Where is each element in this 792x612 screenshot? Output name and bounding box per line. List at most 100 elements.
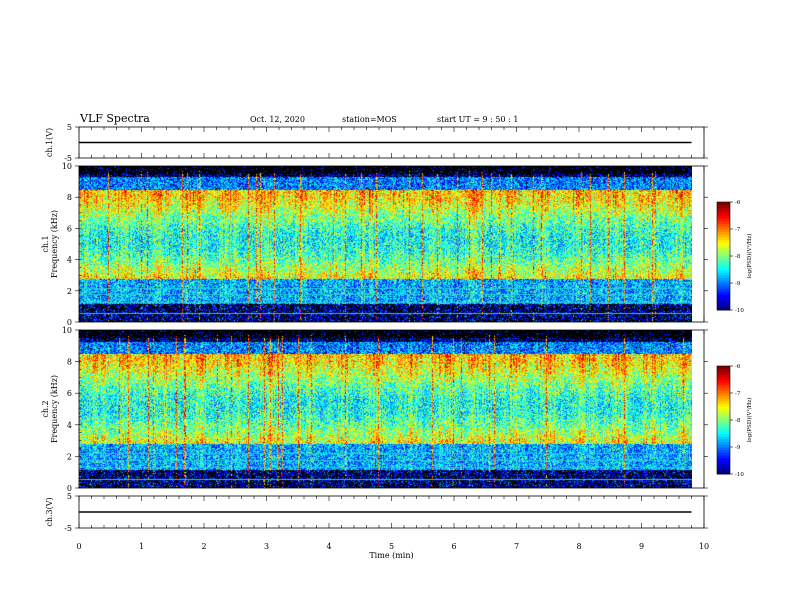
colorbar-segment (717, 269, 730, 273)
y-axis-label: ch.3(V) (45, 497, 54, 526)
y-tick-label: 5 (67, 123, 72, 132)
colorbar-segment (717, 430, 730, 434)
colorbar-segment (717, 382, 730, 386)
colorbar-segment (717, 242, 730, 246)
colorbar-segment (717, 455, 730, 459)
colorbar-segment (717, 283, 730, 287)
colorbar-segment (717, 457, 730, 461)
colorbar-segment (717, 210, 730, 214)
time-axis: 0 1 2 3 4 5 6 7 8 9 10 Time (min) (76, 542, 709, 560)
colorbar-segment (717, 395, 730, 399)
colorbar-segment (717, 411, 730, 416)
colorbar-segment (717, 231, 730, 235)
x-tick-label: 3 (264, 542, 269, 551)
colorbar-segment (717, 202, 730, 206)
y-tick-label: 8 (67, 358, 72, 367)
colorbar-segment (717, 471, 730, 475)
y-axis-label: Frequency (kHz) (50, 210, 59, 278)
colorbar-segment (717, 207, 730, 211)
y-tick-label: 6 (67, 389, 72, 398)
colorbar-segment (717, 212, 730, 216)
colorbar-segment (717, 390, 730, 394)
x-tick-label: 2 (201, 542, 206, 551)
header-date: Oct. 12, 2020 (250, 115, 305, 124)
colorbar-tick-label: -8 (735, 418, 741, 424)
colorbar-segment (717, 301, 730, 306)
colorbar-segment (717, 237, 730, 241)
y-tick-label: 4 (67, 421, 72, 430)
spectrogram-ch1-panel: 0 2 4 6 8 10 ch.1 Frequency (kHz) (41, 162, 708, 327)
colorbar-segment (717, 414, 730, 418)
colorbar-segment (717, 465, 730, 470)
colorbar-segment (717, 379, 730, 383)
header-station: station=MOS (342, 115, 397, 124)
y-tick-label: 8 (67, 193, 72, 202)
colorbar-segment (717, 229, 730, 233)
x-tick-label: 9 (639, 542, 644, 551)
colorbar-segment (717, 258, 730, 262)
colorbar-segment (717, 226, 730, 230)
colorbar-ch2: -6 -7 -8 -9 -10 log(PSD)(V²/Hz) (716, 364, 753, 478)
colorbar-ch1: -6 -7 -8 -9 -10 log(PSD)(V²/Hz) (716, 200, 753, 314)
colorbar-segment (717, 384, 730, 389)
colorbar-tick-label: -8 (735, 254, 741, 260)
header-start-time: start UT = 9 : 50 : 1 (437, 115, 518, 124)
colorbar-segment (717, 266, 730, 270)
colorbar-segment (717, 398, 730, 402)
colorbar-segment (717, 393, 730, 397)
colorbar-tick-label: -10 (735, 472, 744, 478)
colorbar-segment (717, 452, 730, 456)
colorbar-segment (717, 264, 730, 268)
colorbar-segment (717, 250, 730, 254)
x-tick-label: 8 (576, 542, 581, 551)
colorbar-segment (717, 274, 730, 279)
colorbar-segment (717, 463, 730, 467)
colorbar-segment (717, 220, 730, 225)
y-tick-label: 0 (67, 318, 72, 327)
colorbar-segment (717, 460, 730, 464)
colorbar-tick-label: -7 (735, 227, 741, 233)
colorbar-segment (717, 409, 730, 413)
colorbar-segment (717, 272, 730, 276)
y-axis-label: ch.1 (41, 235, 50, 252)
x-tick-label: 7 (514, 542, 519, 551)
colorbar-segment (717, 425, 730, 429)
y-axis-label: Frequency (kHz) (50, 375, 59, 443)
colorbar-segment (717, 368, 730, 372)
colorbar-label: log(PSD)(V²/Hz) (746, 398, 753, 443)
colorbar-segment (717, 403, 730, 407)
colorbar-tick-label: -10 (735, 308, 744, 314)
colorbar-segment (717, 296, 730, 300)
x-axis-label: Time (min) (369, 551, 413, 560)
colorbar-segment (717, 280, 730, 284)
colorbar-segment (717, 428, 730, 432)
colorbar-segment (717, 374, 730, 378)
x-tick-label: 0 (76, 542, 81, 551)
colorbar-segment (717, 449, 730, 453)
colorbar-segment (717, 288, 730, 292)
colorbar-segment (717, 256, 730, 260)
colorbar-tick-label: -6 (735, 364, 741, 370)
y-tick-label: 10 (62, 162, 72, 171)
colorbar-segment (717, 401, 730, 405)
colorbar-tick-label: -9 (735, 445, 741, 451)
colorbar-segment (717, 239, 730, 243)
y-tick-label: 10 (62, 326, 72, 335)
colorbar-tick-label: -7 (735, 391, 741, 397)
waveform-ch3-panel: 5 -5 ch.3(V) (45, 492, 708, 533)
colorbar-segment (717, 245, 730, 249)
colorbar-segment (717, 299, 730, 303)
x-tick-label: 5 (389, 542, 394, 551)
colorbar-segment (717, 422, 730, 426)
colorbar-segment (717, 468, 730, 472)
colorbar-segment (717, 204, 730, 208)
y-axis-label: ch.2 (41, 400, 50, 417)
y-axis-label: ch.1(V) (45, 128, 54, 157)
x-tick-label: 4 (326, 542, 331, 551)
spectrogram-ch2-panel: 0 2 4 6 8 10 ch.2 Frequency (kHz) (41, 326, 708, 493)
y-tick-label: 5 (67, 492, 72, 501)
colorbar-segment (717, 406, 730, 410)
colorbar-segment (717, 433, 730, 437)
colorbar-segment (717, 223, 730, 227)
